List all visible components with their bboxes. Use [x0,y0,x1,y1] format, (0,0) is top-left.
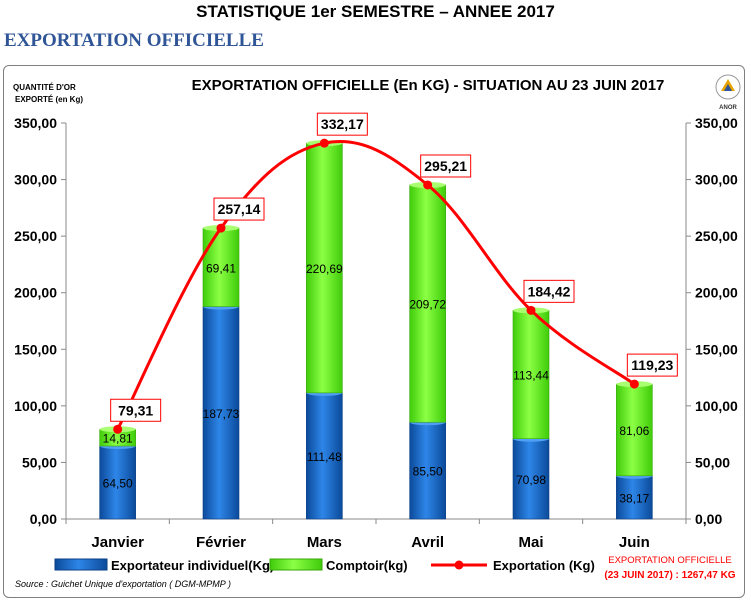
exportation-line: 79,31 257,14 332,17 295,21 184,42 119,23 [110,112,678,434]
exportation-label: 184,42 [528,283,571,299]
x-tick-label: Février [196,534,246,551]
y-tick-label-right: 100,00 [695,398,738,414]
exportation-label-box [316,112,368,136]
y-tick-label-left: 350,00 [14,115,57,131]
bar-comptoir [616,383,653,477]
total-box-line1: EXPORTATION OFFICIELLE [608,555,732,566]
exportation-point [423,180,433,190]
x-tick-label: Janvier [91,534,144,551]
logo-text: ANOR [719,105,737,111]
bar-label-comptoir: 81,06 [619,424,649,438]
bars [99,140,653,520]
bar-label-exportateur: 85,50 [413,465,443,479]
y-tick-label-right: 350,00 [695,115,738,131]
y-axis-label: QUANTITÉ D'OR EXPORTÉ (en Kg) [13,83,83,104]
legend-swatch-comptoir [269,558,323,571]
exportation-label-box [110,398,162,422]
section-title: EXPORTATION OFFICIELLE [4,30,264,51]
exportation-point [113,424,123,434]
total-box-line2: (23 JUIN 2017) : 1267,47 KG [604,570,735,581]
exportation-point [216,223,226,233]
legend-label-comptoir: Comptoir(kg) [326,558,408,573]
bar-label-comptoir: 220,69 [306,262,343,276]
y-tick-label-left: 100,00 [14,398,57,414]
exportation-label-box [523,279,575,303]
bar-label-exportateur: 38,17 [619,491,649,505]
bar-label-exportateur: 111,48 [307,450,342,464]
legend-swatch-exportateur [54,558,108,571]
bar-label-comptoir: 113,44 [513,369,549,383]
legend-label-exportation: Exportation (Kg) [493,558,595,573]
legend: Exportateur individuel(Kg) Comptoir(kg) Ex… [54,558,595,573]
bar-exportateur [512,438,550,520]
bar-label-comptoir: 69,41 [206,261,236,275]
exportation-label: 332,17 [321,116,364,132]
axes: 0,00 0,00 50,00 50,00 100,00 100,00 150,00 150,… [14,115,738,551]
page-title: STATISTIQUE 1er SEMESTRE – ANNEE 2017 [196,2,555,21]
data-labels: 64,50 14,81 187,73 69,41 111,48 220,69 85,50 20… [103,261,650,505]
exportation-curve [116,140,636,430]
y-tick-label-right: 50,00 [695,454,730,470]
y-tick-label-right: 200,00 [695,285,738,301]
legend-marker-exportation [454,560,464,570]
bar-comptoir [409,184,446,423]
exportation-label: 295,21 [424,158,467,174]
exportation-label: 119,23 [631,357,673,373]
y-tick-label-left: 50,00 [22,454,57,470]
total-box: EXPORTATION OFFICIELLE (23 JUIN 2017) : … [604,555,735,581]
exportation-point [526,305,536,315]
exportation-label: 79,31 [118,402,153,418]
exportation-label: 257,14 [218,201,261,217]
legend-label-exportateur: Exportateur individuel(Kg) [111,558,274,573]
y-tick-label-right: 150,00 [695,341,738,357]
bar-label-exportateur: 64,50 [103,477,133,491]
exportation-point [319,138,329,148]
x-tick-label: Avril [411,534,444,551]
chart-title: EXPORTATION OFFICIELLE (En KG) - SITUATI… [192,77,665,94]
x-tick-label: Mai [518,534,543,551]
bar-exportateur [409,421,446,520]
bar-label-exportateur: 70,98 [516,473,546,487]
exportation-point [629,379,639,389]
y-tick-label-left: 200,00 [14,285,57,301]
y-tick-label-left: 300,00 [14,172,57,188]
export-chart: EXPORTATION OFFICIELLE (En KG) - SITUATI… [13,77,738,589]
x-tick-label: Mars [307,534,342,551]
bar-exportateur [616,475,653,520]
bar-exportateur [202,306,240,520]
exportation-label-box [420,154,472,178]
bar-exportateur [306,392,343,520]
bar-comptoir [306,142,343,394]
bar-label-exportateur: 187,73 [203,407,240,421]
bar-exportateur [99,445,136,520]
source-note: Source : Guichet Unique d'exportation ( … [15,579,231,589]
y-tick-label-right: 250,00 [695,228,738,244]
y-tick-label-right: 0,00 [695,511,722,527]
y-tick-label-left: 0,00 [30,511,57,527]
y-tick-label-right: 300,00 [695,172,738,188]
anor-logo: ANOR [715,74,741,111]
exportation-label-box [213,197,265,221]
y-tick-label-left: 150,00 [14,341,57,357]
y-tick-label-left: 250,00 [14,228,57,244]
x-tick-label: Juin [619,534,650,551]
bar-label-comptoir: 14,81 [103,432,133,446]
bar-label-comptoir: 209,72 [409,298,446,312]
exportation-label-box [626,353,678,377]
